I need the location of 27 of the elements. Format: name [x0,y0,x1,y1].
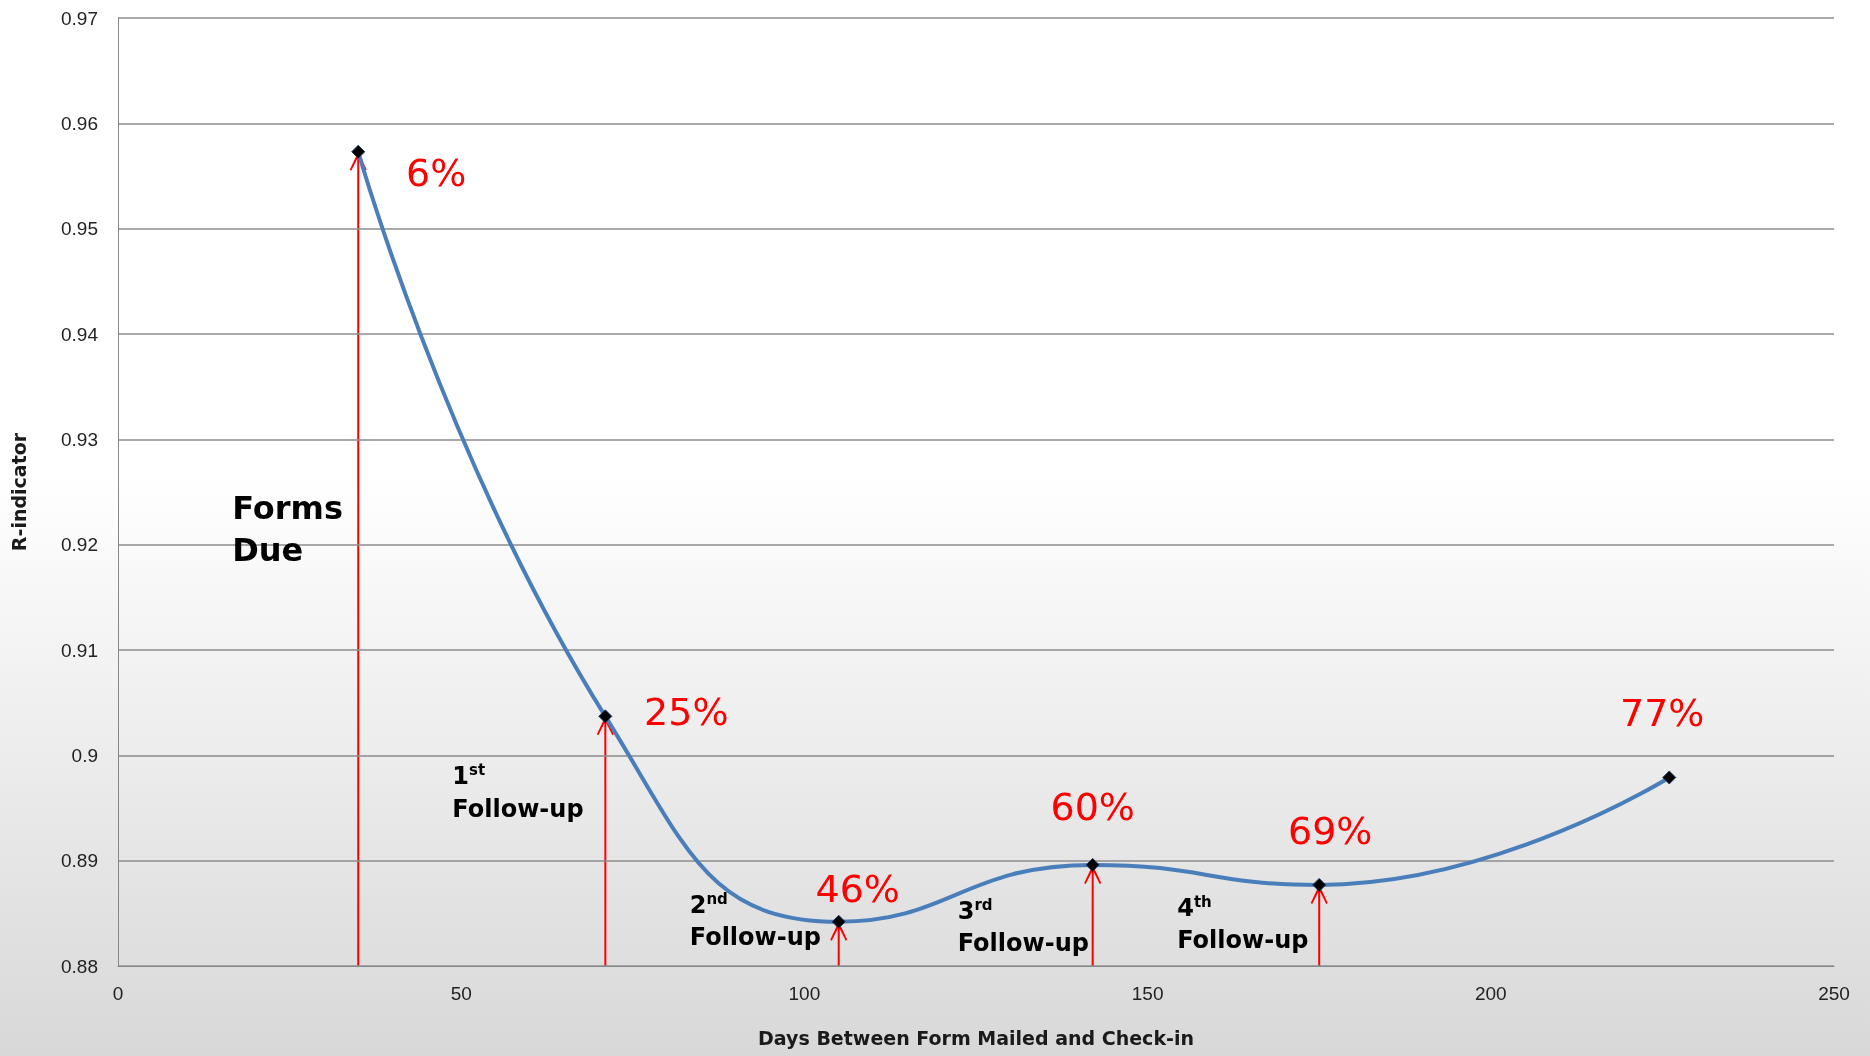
y-tick-label: 0.96 [61,112,98,134]
x-axis-title: Days Between Form Mailed and Check-in [758,1026,1194,1049]
y-tick-label: 0.89 [61,850,98,872]
annotation: 25% [644,690,729,735]
y-tick-label: 0.94 [61,323,99,345]
annotation: 60% [1050,784,1135,829]
annotation: Forms Due [232,488,343,572]
x-tick-label: 100 [788,983,821,1004]
y-axis-title: R-indicator [7,432,30,552]
annotation: 77% [1620,691,1705,736]
y-tick-label: 0.88 [61,955,98,977]
annotation: 4$^{th}$ Follow-up [1177,891,1309,957]
x-tick-label: 50 [450,983,472,1004]
annotation: 6% [406,150,467,195]
x-tick-label: 0 [112,983,124,1004]
annotation: 1$^{st}$ Follow-up [452,760,584,825]
x-tick-label: 250 [1818,983,1850,1004]
annotation: 3$^{rd}$ Follow-up [957,894,1089,960]
x-tick-label: 150 [1131,983,1164,1004]
y-tick-label: 0.93 [61,428,98,450]
y-tick-label: 0.9 [71,744,98,766]
y-tick-label: 0.91 [61,639,98,661]
y-tick-label: 0.92 [61,534,98,556]
y-tick-label: 0.95 [61,218,98,240]
x-tick-label: 200 [1474,983,1507,1004]
annotation: 69% [1287,808,1373,853]
y-tick-label: 0.97 [61,7,98,29]
